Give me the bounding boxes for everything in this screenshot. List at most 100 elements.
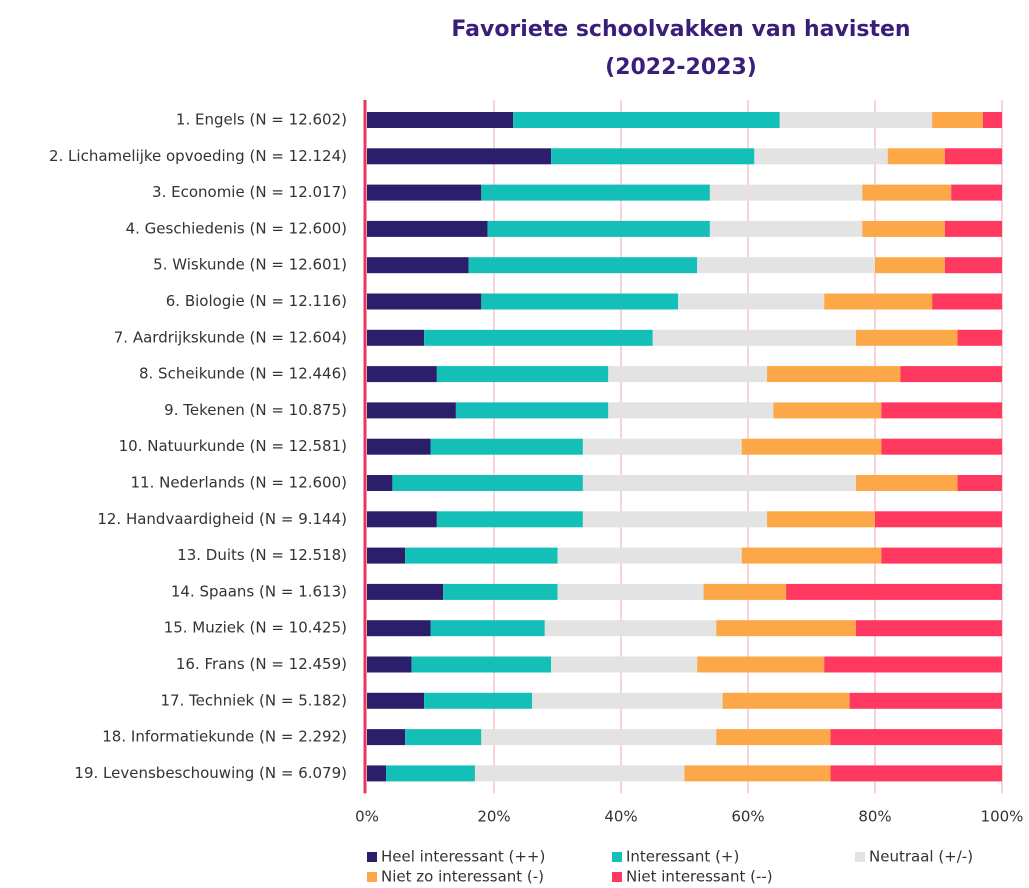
bar-segment (367, 184, 482, 201)
bar-segment (411, 656, 552, 673)
bar-segment (367, 547, 406, 564)
bar-segment (697, 656, 825, 673)
bar-segment (697, 257, 875, 274)
bar-segment (944, 148, 1002, 165)
y-tick-label: 10. Natuurkunde (N = 12.581) (119, 437, 347, 455)
bar-segment (767, 366, 901, 383)
bar-segment (881, 547, 1002, 564)
bar-segment (367, 220, 488, 237)
y-tick-label: 11. Nederlands (N = 12.600) (131, 474, 347, 492)
y-tick-label: 9. Tekenen (N = 10.875) (164, 401, 347, 419)
bar-segment (532, 692, 723, 709)
bar-segment (367, 475, 393, 491)
bar-segment (424, 329, 653, 346)
x-tick-label: 80% (858, 808, 891, 826)
y-tick-label: 2. Lichamelijke opvoeding (N = 12.124) (49, 147, 347, 165)
bar-segment (367, 329, 425, 346)
bar-segment (875, 511, 1002, 528)
bar-segment (944, 220, 1002, 237)
bar-segment (557, 583, 704, 600)
bar-segment (944, 257, 1002, 274)
bar-segment (855, 620, 1002, 637)
bar-segment (830, 765, 1002, 782)
bar-segment (678, 293, 825, 310)
bar-segment (862, 220, 945, 237)
y-tick-label: 16. Frans (N = 12.459) (176, 655, 347, 673)
bar-segment (367, 257, 469, 274)
bar-segment (405, 547, 558, 564)
bar-segment (468, 257, 698, 274)
bar-segment (551, 656, 698, 673)
bar-segment (716, 729, 831, 746)
bar-segment (367, 511, 437, 528)
bar-segment (824, 656, 1002, 673)
bar-segment (367, 438, 431, 455)
legend-swatch (612, 852, 622, 862)
bar-segment (608, 402, 774, 419)
bar-segment (608, 366, 768, 383)
y-tick-label: 3. Economie (N = 12.017) (152, 183, 347, 201)
y-tick-label: 18. Informatiekunde (N = 2.292) (102, 728, 347, 746)
x-tick-label: 60% (731, 808, 764, 826)
bar-segment (932, 112, 983, 128)
bar-segment (722, 692, 850, 709)
bar-segment (367, 293, 482, 310)
x-tick-label: 20% (477, 808, 510, 826)
bar-segment (367, 765, 387, 782)
bar-segment (436, 366, 609, 383)
bar-segment (773, 402, 882, 419)
bar-segment (513, 112, 780, 128)
y-tick-label: 15. Muziek (N = 10.425) (164, 619, 347, 637)
x-tick-label: 40% (604, 808, 637, 826)
bar-segment (957, 475, 1002, 491)
bar-segment (703, 583, 787, 600)
bar-segment (932, 293, 1002, 310)
bar-segment (862, 184, 952, 201)
y-tick-label: 6. Biologie (N = 12.116) (166, 292, 347, 310)
bar-segment (481, 293, 679, 310)
y-tick-label: 17. Techniek (N = 5.182) (160, 691, 347, 709)
x-tick-label: 100% (981, 808, 1024, 826)
bar-segment (367, 402, 456, 419)
bar-segment (481, 184, 710, 201)
legend-label: Niet interessant (--) (626, 868, 773, 886)
x-tick-label: 0% (355, 808, 379, 826)
bar-segment (367, 656, 412, 673)
bar-segment (900, 366, 1002, 383)
bar-segment (786, 583, 1002, 600)
bar-segment (551, 148, 755, 165)
bar-segment (754, 148, 888, 165)
bar-segment (367, 729, 406, 746)
bar-segment (709, 184, 863, 201)
legend-label: Niet zo interessant (-) (381, 868, 544, 886)
bar-segment (386, 765, 475, 782)
legend-swatch (612, 872, 622, 882)
bar-segment (957, 329, 1002, 346)
y-tick-label: 19. Levensbeschouwing (N = 6.079) (74, 764, 347, 782)
bar-segment (367, 148, 552, 165)
y-tick-label: 8. Scheikunde (N = 12.446) (139, 365, 347, 383)
bar-segment (367, 583, 444, 600)
bar-segment (741, 438, 882, 455)
bar-segment (367, 112, 514, 128)
y-tick-label: 14. Spaans (N = 1.613) (171, 582, 347, 600)
bar-segment (582, 511, 768, 528)
bar-segment (424, 692, 533, 709)
y-tick-label: 1. Engels (N = 12.602) (176, 111, 347, 129)
y-tick-label: 12. Handvaardigheid (N = 9.144) (97, 510, 347, 528)
bar-segment (544, 620, 717, 637)
bar-segment (652, 329, 856, 346)
bar-segment (392, 475, 583, 491)
bar-segment (716, 620, 856, 637)
bar-segment (430, 620, 545, 637)
bar-segment (474, 765, 685, 782)
bar-segment (830, 729, 1002, 746)
bar-segment (582, 438, 742, 455)
y-tick-label: 5. Wiskunde (N = 12.601) (153, 256, 347, 274)
bar-segment (367, 366, 437, 383)
legend-label: Heel interessant (++) (381, 848, 545, 866)
bar-segment (951, 184, 1002, 201)
bar-segment (405, 729, 482, 746)
bar-segment (875, 257, 945, 274)
